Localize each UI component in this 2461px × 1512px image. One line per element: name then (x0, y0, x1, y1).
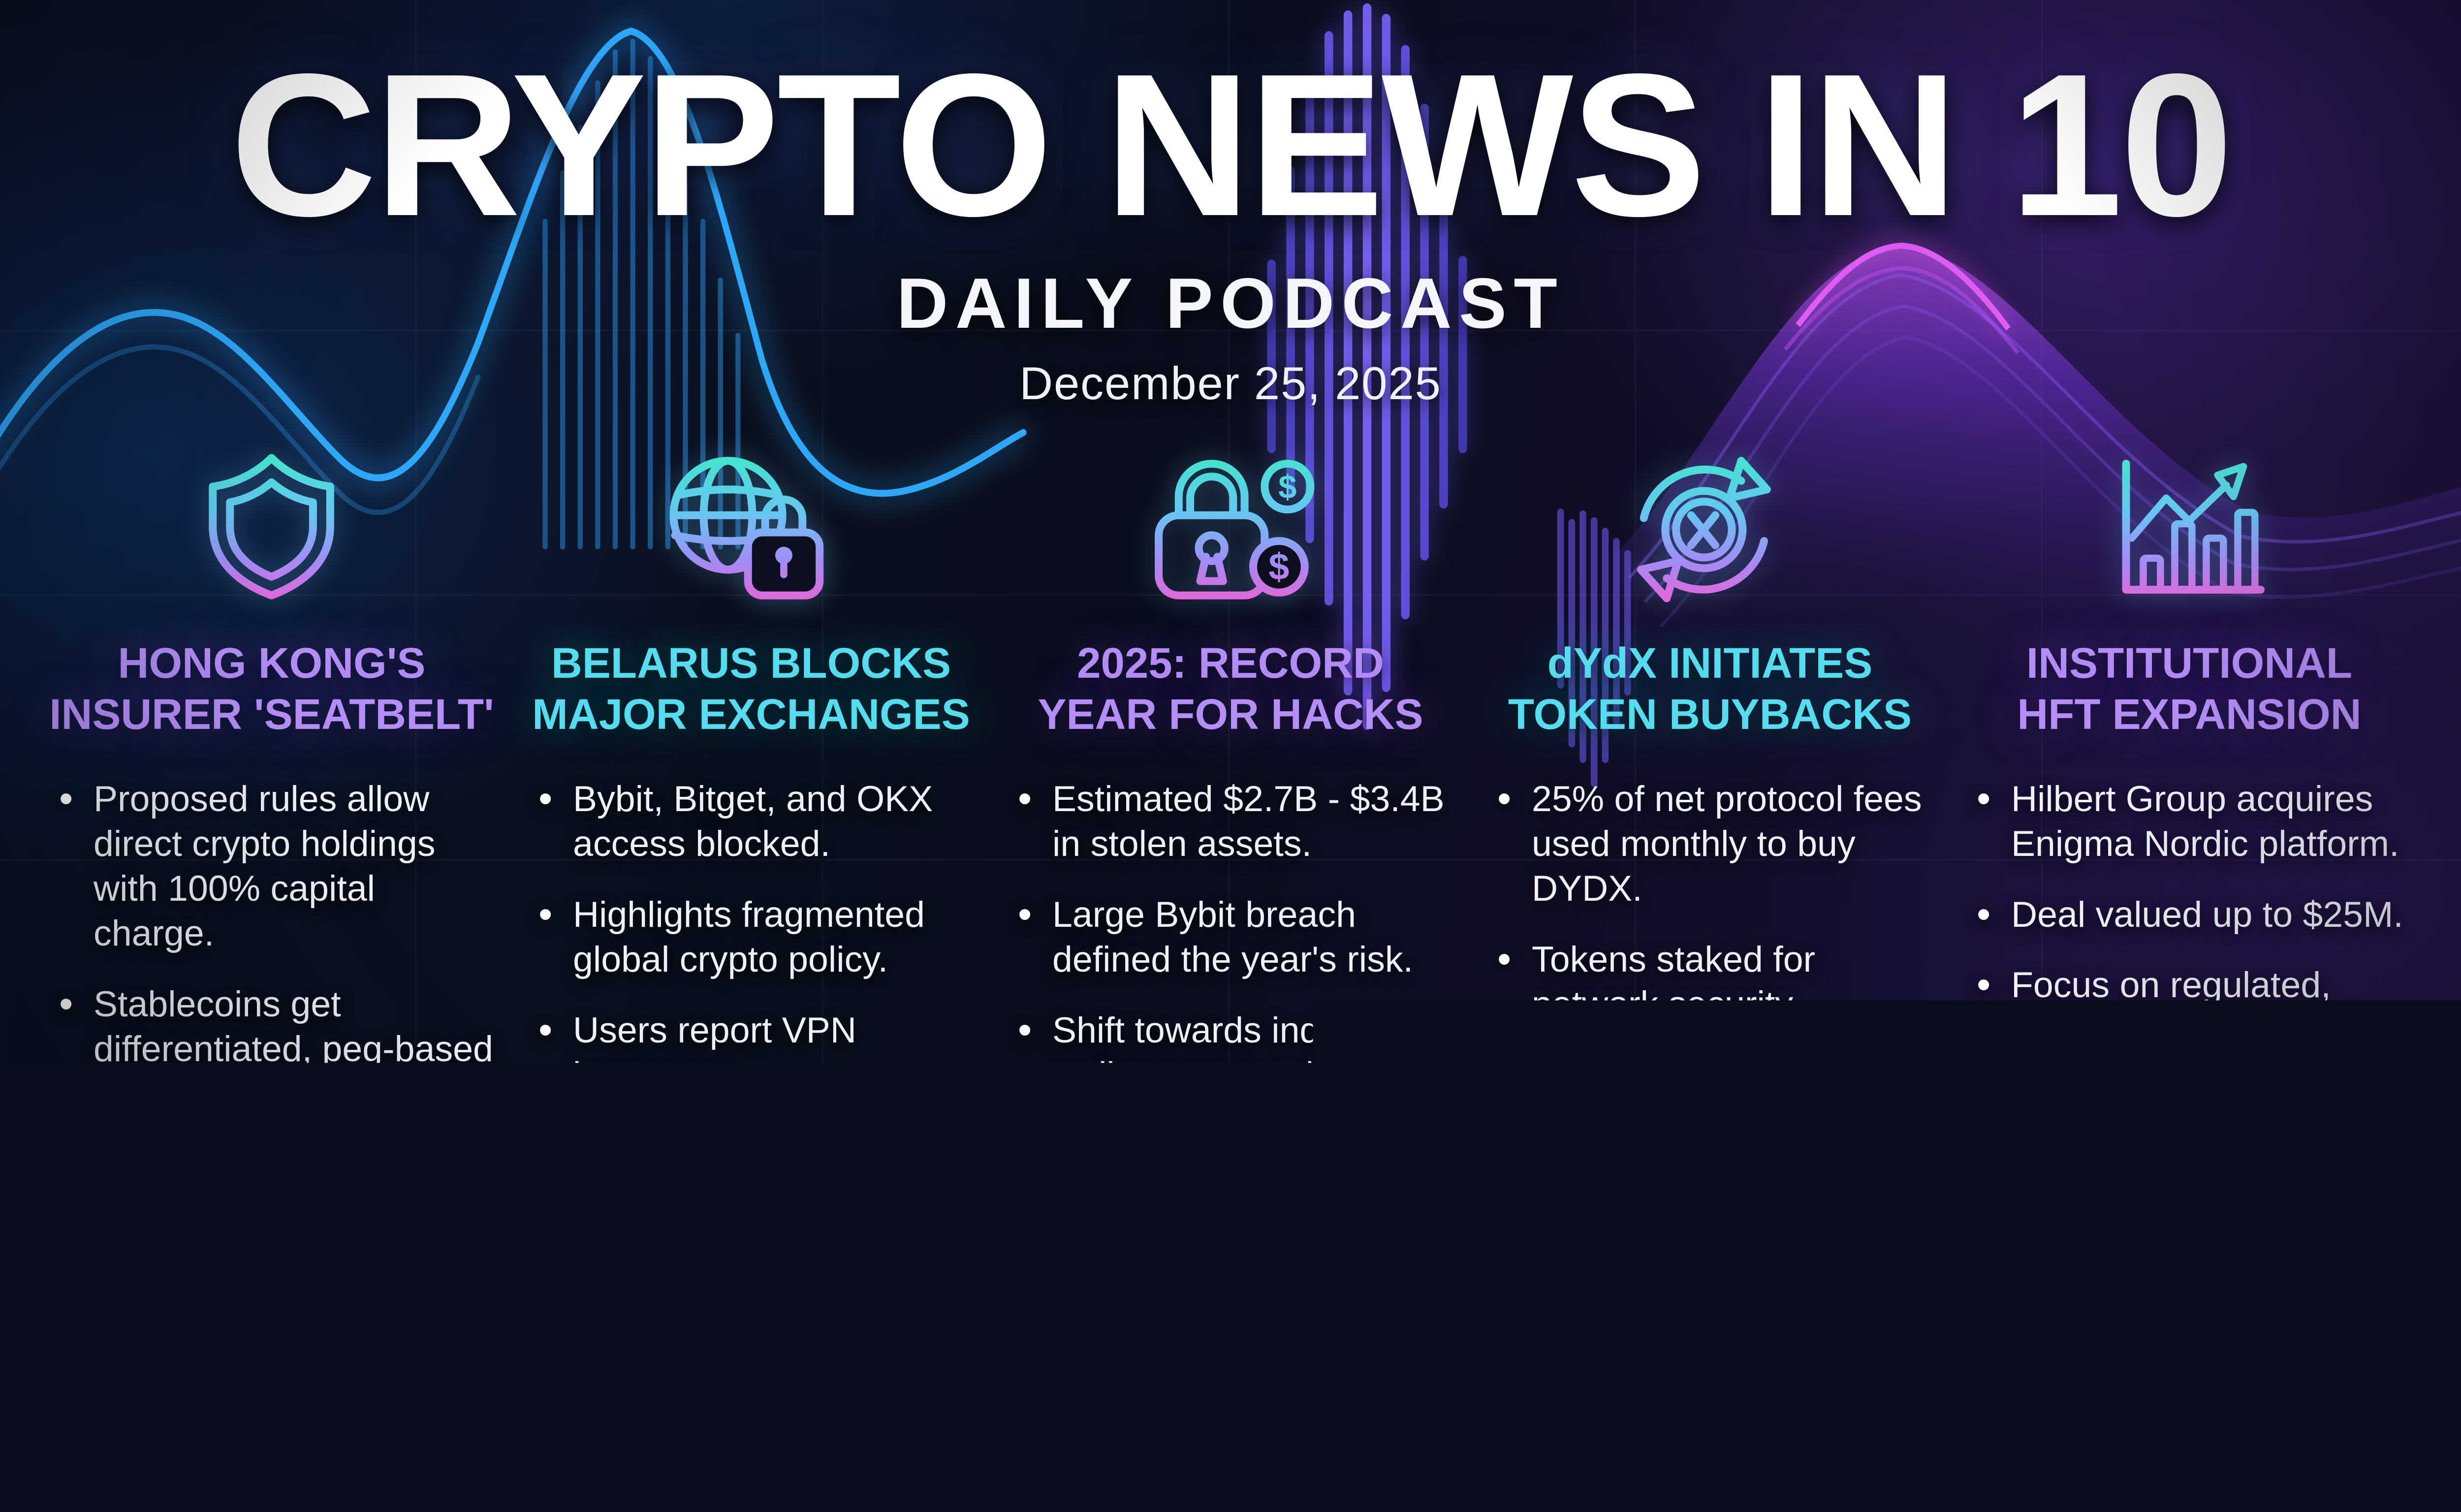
column-title: dYdX INITIATES TOKEN BUYBACKS (1483, 638, 1937, 741)
news-column-hft: INSTITUTIONAL HFT EXPANSION Hilbert Grou… (1962, 447, 2417, 1257)
bullet-item: Aiming for conservative institutional ad… (49, 1142, 499, 1231)
bullet-item: Users report VPN bypasses. (529, 1008, 978, 1097)
token-cycle-icon (1624, 449, 1796, 607)
column-bullets: Proposed rules allow direct crypto holdi… (44, 776, 499, 1231)
news-column-hong-kong: HONG KONG'S INSURER 'SEATBELT' Proposed … (44, 447, 499, 1257)
svg-text:$: $ (1269, 547, 1290, 588)
news-column-dydx: dYdX INITIATES TOKEN BUYBACKS 25% of net… (1483, 447, 1937, 1257)
column-title: HONG KONG'S INSURER 'SEATBELT' (44, 638, 499, 741)
lock-dollar-icon: $ $ (1144, 449, 1316, 607)
column-bullets: Estimated $2.7B - $3.4B in stolen assets… (1003, 776, 1458, 1097)
bullet-item: Large Bybit breach defined the year's ri… (1008, 892, 1458, 981)
poster-root: CRYPTO NEWS IN 10 DAILY PODCAST December… (0, 0, 2461, 1512)
column-bullets: 25% of net protocol fees used monthly to… (1483, 776, 1937, 1142)
shield-icon (186, 449, 357, 607)
bullet-item: Tokens staked for network security. (1487, 937, 1937, 1026)
poster-header: CRYPTO NEWS IN 10 DAILY PODCAST December… (0, 0, 2461, 410)
column-bullets: Bybit, Bitget, and OKX access blocked. H… (524, 776, 978, 1097)
column-title: BELARUS BLOCKS MAJOR EXCHANGES (524, 638, 978, 741)
bullet-item: Bybit, Bitget, and OKX access blocked. (529, 776, 978, 866)
column-title: INSTITUTIONAL HFT EXPANSION (1962, 638, 2417, 741)
bullet-item: Proposed rules allow direct crypto holdi… (49, 776, 499, 956)
bullet-item: Shift towards individual wallet compromi… (1008, 1008, 1458, 1097)
bullet-item: 25% of net protocol fees used monthly to… (1487, 776, 1937, 911)
page-title: CRYPTO NEWS IN 10 (0, 42, 2461, 249)
chart-growth-icon (2103, 449, 2275, 607)
column-title: 2025: RECORD YEAR FOR HACKS (1003, 638, 1458, 741)
bullet-item: Hilbert Group acquires Enigma Nordic pla… (1967, 776, 2417, 866)
news-columns: HONG KONG'S INSURER 'SEATBELT' Proposed … (0, 410, 2461, 1257)
bullet-item: Deal valued up to $25M. (1967, 892, 2417, 937)
poster-date: December 25, 2025 (0, 357, 2461, 410)
svg-text:$: $ (1279, 469, 1297, 505)
bullet-item: Focus on regulated, market-neutral syste… (1967, 962, 2417, 1097)
news-column-belarus: BELARUS BLOCKS MAJOR EXCHANGES Bybit, Bi… (524, 447, 978, 1257)
poster-subtitle: DAILY PODCAST (0, 262, 2461, 345)
bullet-item: Stablecoins get differentiated, peg-base… (49, 981, 499, 1116)
bullet-item: Estimated $2.7B - $3.4B in stolen assets… (1008, 776, 1458, 866)
bullet-item: Highlights fragmented global crypto poli… (529, 892, 978, 981)
globe-lock-icon (665, 449, 837, 607)
column-bullets: Hilbert Group acquires Enigma Nordic pla… (1962, 776, 2417, 1097)
bullet-item: Governance may increase allocation. (1487, 1052, 1937, 1142)
news-column-hacks: $ $ 2025: RECORD YEAR FOR HACKS Estimate… (1003, 447, 1458, 1257)
